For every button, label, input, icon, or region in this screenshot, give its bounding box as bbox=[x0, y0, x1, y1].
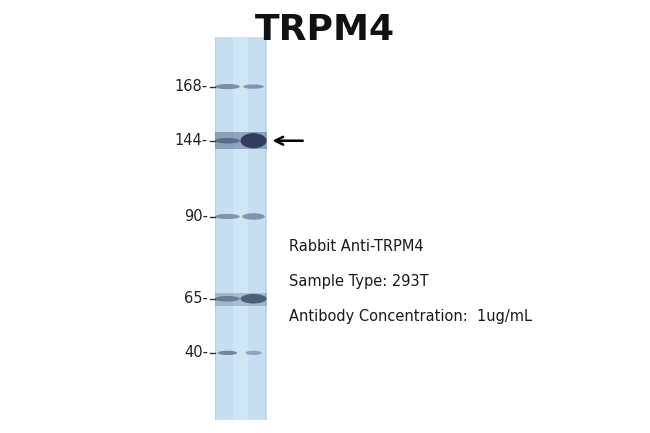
Bar bbox=[214, 37, 266, 420]
Text: TRPM4: TRPM4 bbox=[255, 13, 395, 47]
Bar bbox=[233, 37, 248, 420]
Ellipse shape bbox=[242, 213, 265, 220]
Text: Rabbit Anti-TRPM4: Rabbit Anti-TRPM4 bbox=[289, 239, 424, 254]
Text: 40-: 40- bbox=[184, 346, 208, 360]
Ellipse shape bbox=[215, 296, 240, 302]
Ellipse shape bbox=[246, 351, 261, 355]
Text: Sample Type: 293T: Sample Type: 293T bbox=[289, 274, 429, 289]
Bar bbox=[214, 293, 266, 306]
Text: 168-: 168- bbox=[175, 79, 208, 94]
Ellipse shape bbox=[215, 214, 240, 219]
Ellipse shape bbox=[215, 84, 240, 89]
Text: 65-: 65- bbox=[184, 291, 208, 306]
Bar bbox=[214, 37, 216, 420]
Ellipse shape bbox=[218, 351, 237, 355]
Ellipse shape bbox=[240, 133, 266, 148]
Bar bbox=[214, 132, 266, 149]
Ellipse shape bbox=[243, 84, 264, 89]
Bar bbox=[265, 37, 266, 420]
Text: Antibody Concentration:  1ug/mL: Antibody Concentration: 1ug/mL bbox=[289, 309, 532, 323]
Text: 144-: 144- bbox=[175, 133, 208, 148]
Ellipse shape bbox=[215, 138, 240, 143]
Ellipse shape bbox=[240, 294, 266, 304]
Text: 90-: 90- bbox=[184, 209, 208, 224]
